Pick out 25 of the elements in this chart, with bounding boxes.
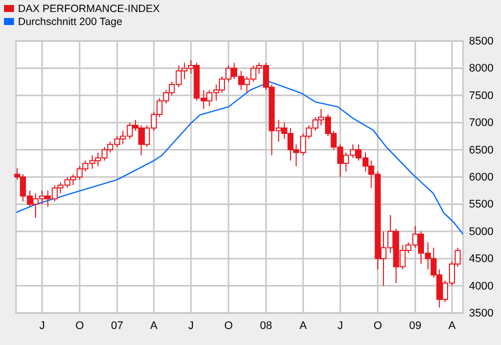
x-tick-label: A [150, 320, 158, 332]
legend-label: Durchschnitt 200 Tage [18, 16, 122, 28]
legend-label: DAX PERFORMANCE-INDEX [18, 3, 160, 15]
x-tick-label: J [188, 320, 194, 332]
y-tick-label: 4500 [469, 253, 494, 266]
y-tick-label: 5000 [469, 226, 494, 238]
x-tick-label: O [75, 320, 84, 332]
x-tick-label: J [39, 320, 45, 332]
y-tick-label: 8500 [469, 36, 494, 48]
y-tick-label: 7000 [469, 117, 494, 130]
x-tick-label: O [224, 320, 234, 332]
y-tick-label: 3500 [469, 308, 494, 320]
x-tick-label: 08 [260, 320, 272, 332]
y-tick-label: 6000 [469, 172, 494, 184]
x-tick-label: 07 [111, 320, 124, 332]
x-tick-label: 09 [409, 320, 422, 332]
x-tick-label: O [373, 320, 382, 332]
x-tick-label: J [337, 320, 343, 332]
y-tick-label: 8000 [469, 62, 494, 75]
y-tick-label: 4000 [469, 280, 494, 292]
y-tick-label: 7500 [469, 90, 494, 102]
y-tick-label: 6500 [469, 144, 494, 156]
x-tick-label: A [299, 320, 308, 332]
x-tick-label: A [448, 320, 456, 332]
y-tick-label: 5500 [469, 198, 494, 211]
